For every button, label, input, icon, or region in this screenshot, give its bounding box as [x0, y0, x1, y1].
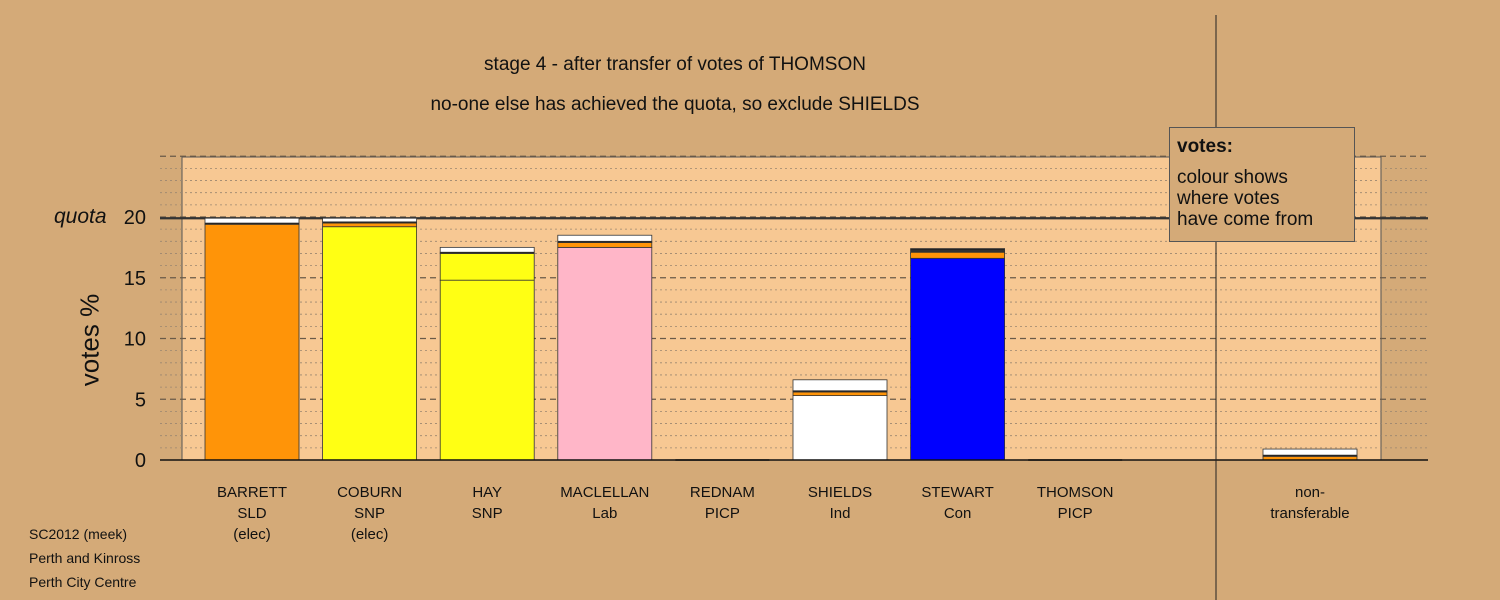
- candidate-label-hay: HAY SNP: [422, 482, 552, 524]
- candidate-label-line: SNP: [471, 505, 503, 522]
- candidate-label-line: SNP: [354, 505, 386, 522]
- candidate-label-barrett: BARRETT SLD (elec): [187, 482, 317, 545]
- chart-title: stage 4 - after transfer of votes of THO…: [484, 54, 866, 75]
- bar-segment-maclellan: [557, 234, 653, 242]
- candidate-label-line: Ind: [829, 505, 851, 522]
- bar-segment-shields: [792, 395, 888, 461]
- y-tick-label: 0: [135, 450, 146, 472]
- y-tick-label: 5: [135, 389, 146, 411]
- candidate-label-line: PICP: [704, 505, 740, 522]
- candidate-label-line: SHIELDS: [807, 484, 873, 501]
- bar-segment-stewart: [910, 257, 1005, 461]
- bar-segment-stewart: [910, 251, 1005, 259]
- candidate-label-line: Con: [943, 505, 972, 522]
- bar-segment-maclellan: [557, 242, 653, 248]
- candidate-label-line: HAY: [472, 484, 503, 501]
- bar-segment-barrett: [204, 223, 300, 461]
- candidate-label-line: (elec): [350, 526, 389, 543]
- bar-segment-hay: [439, 279, 535, 461]
- candidate-label-line: COBURN: [337, 484, 403, 501]
- candidate-label-line: SLD: [237, 505, 267, 522]
- legend-box: votes: colour shows where votes have com…: [1169, 127, 1355, 242]
- candidate-label-rednam: REDNAM PICP: [657, 482, 787, 524]
- bar-segment-hay: [439, 246, 535, 253]
- y-tick-label: 15: [124, 268, 146, 290]
- candidate-label-line: PICP: [1057, 505, 1093, 522]
- bar-segment-coburn: [322, 226, 418, 461]
- legend-line: have come from: [1177, 209, 1314, 230]
- footer-council: Perth and Kinross: [29, 550, 141, 566]
- candidate-label-line: non-: [1294, 484, 1326, 501]
- quota-label: quota: [54, 205, 107, 228]
- footer-ward: Perth City Centre: [29, 574, 137, 590]
- candidate-label-line: BARRETT: [216, 484, 287, 501]
- y-axis-ticks: 0 5 10 15 20: [124, 207, 146, 472]
- candidate-label-line: Lab: [592, 505, 618, 522]
- bars: [204, 217, 1358, 461]
- candidate-label-nontransferable: non-transferable: [1245, 482, 1375, 524]
- candidate-label-maclellan: MACLELLAN Lab: [540, 482, 670, 524]
- bar-segment-shields: [792, 391, 888, 397]
- legend-line: colour shows: [1177, 167, 1288, 188]
- candidate-label-stewart: STEWART Con: [893, 482, 1023, 524]
- bar-segment-coburn: [322, 217, 418, 223]
- bar-segment-hay: [439, 253, 535, 281]
- bar-segment-nontransferable: [1262, 448, 1358, 456]
- candidate-label-line: (elec): [233, 526, 271, 543]
- y-tick-label: 20: [124, 207, 146, 229]
- legend-line: where votes: [1177, 188, 1280, 209]
- chart-subtitle: no-one else has achieved the quota, so e…: [430, 94, 920, 115]
- candidate-label-line: transferable: [1270, 505, 1350, 522]
- candidate-label-line: STEWART: [921, 484, 994, 501]
- candidate-label-line: MACLELLAN: [560, 484, 650, 501]
- candidate-label-coburn: COBURN SNP (elec): [305, 482, 435, 545]
- bar-segment-stewart: [910, 248, 1005, 251]
- y-axis-label: votes %: [74, 293, 105, 387]
- bar-segment-coburn: [322, 222, 418, 228]
- bar-segment-maclellan: [557, 246, 653, 461]
- candidate-label-thomson: THOMSON PICP: [1010, 482, 1140, 524]
- footer-source: SC2012 (meek): [29, 526, 128, 542]
- bar-segment-barrett: [204, 217, 300, 224]
- bar-segment-shields: [792, 379, 888, 392]
- candidate-label-line: THOMSON: [1036, 484, 1114, 501]
- candidate-label-shields: SHIELDS Ind: [775, 482, 905, 524]
- y-tick-label: 10: [124, 329, 146, 351]
- legend-title: votes:: [1177, 136, 1233, 157]
- candidate-label-line: REDNAM: [689, 484, 755, 501]
